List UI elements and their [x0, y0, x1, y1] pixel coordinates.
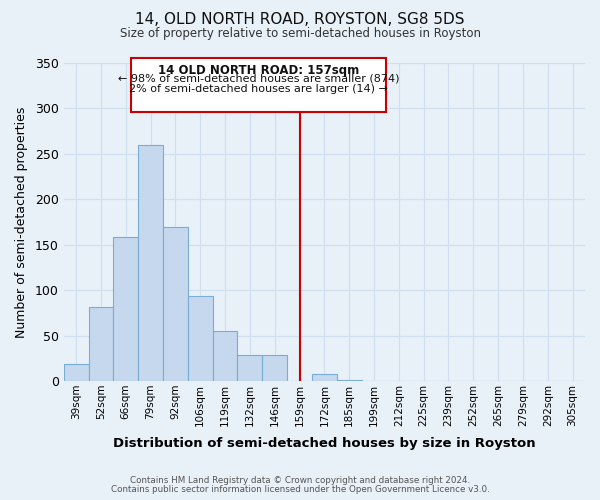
- Bar: [89, 308, 113, 381]
- Text: 2% of semi-detached houses are larger (14) →: 2% of semi-detached houses are larger (1…: [129, 84, 388, 94]
- Text: ← 98% of semi-detached houses are smaller (874): ← 98% of semi-detached houses are smalle…: [118, 74, 400, 84]
- Bar: [138, 145, 163, 381]
- Bar: [163, 226, 188, 381]
- Bar: [113, 236, 138, 381]
- Text: 14, OLD NORTH ROAD, ROYSTON, SG8 5DS: 14, OLD NORTH ROAD, ROYSTON, SG8 5DS: [135, 12, 465, 28]
- FancyBboxPatch shape: [131, 58, 386, 112]
- Bar: [312, 374, 337, 381]
- Text: Contains HM Land Registry data © Crown copyright and database right 2024.: Contains HM Land Registry data © Crown c…: [130, 476, 470, 485]
- Y-axis label: Number of semi-detached properties: Number of semi-detached properties: [15, 106, 28, 338]
- X-axis label: Distribution of semi-detached houses by size in Royston: Distribution of semi-detached houses by …: [113, 437, 536, 450]
- Text: Contains public sector information licensed under the Open Government Licence v3: Contains public sector information licen…: [110, 485, 490, 494]
- Bar: [64, 364, 89, 381]
- Bar: [188, 296, 212, 381]
- Bar: [212, 331, 238, 381]
- Text: Size of property relative to semi-detached houses in Royston: Size of property relative to semi-detach…: [119, 28, 481, 40]
- Bar: [238, 354, 262, 381]
- Text: 14 OLD NORTH ROAD: 157sqm: 14 OLD NORTH ROAD: 157sqm: [158, 64, 359, 77]
- Bar: [337, 380, 362, 381]
- Bar: [262, 354, 287, 381]
